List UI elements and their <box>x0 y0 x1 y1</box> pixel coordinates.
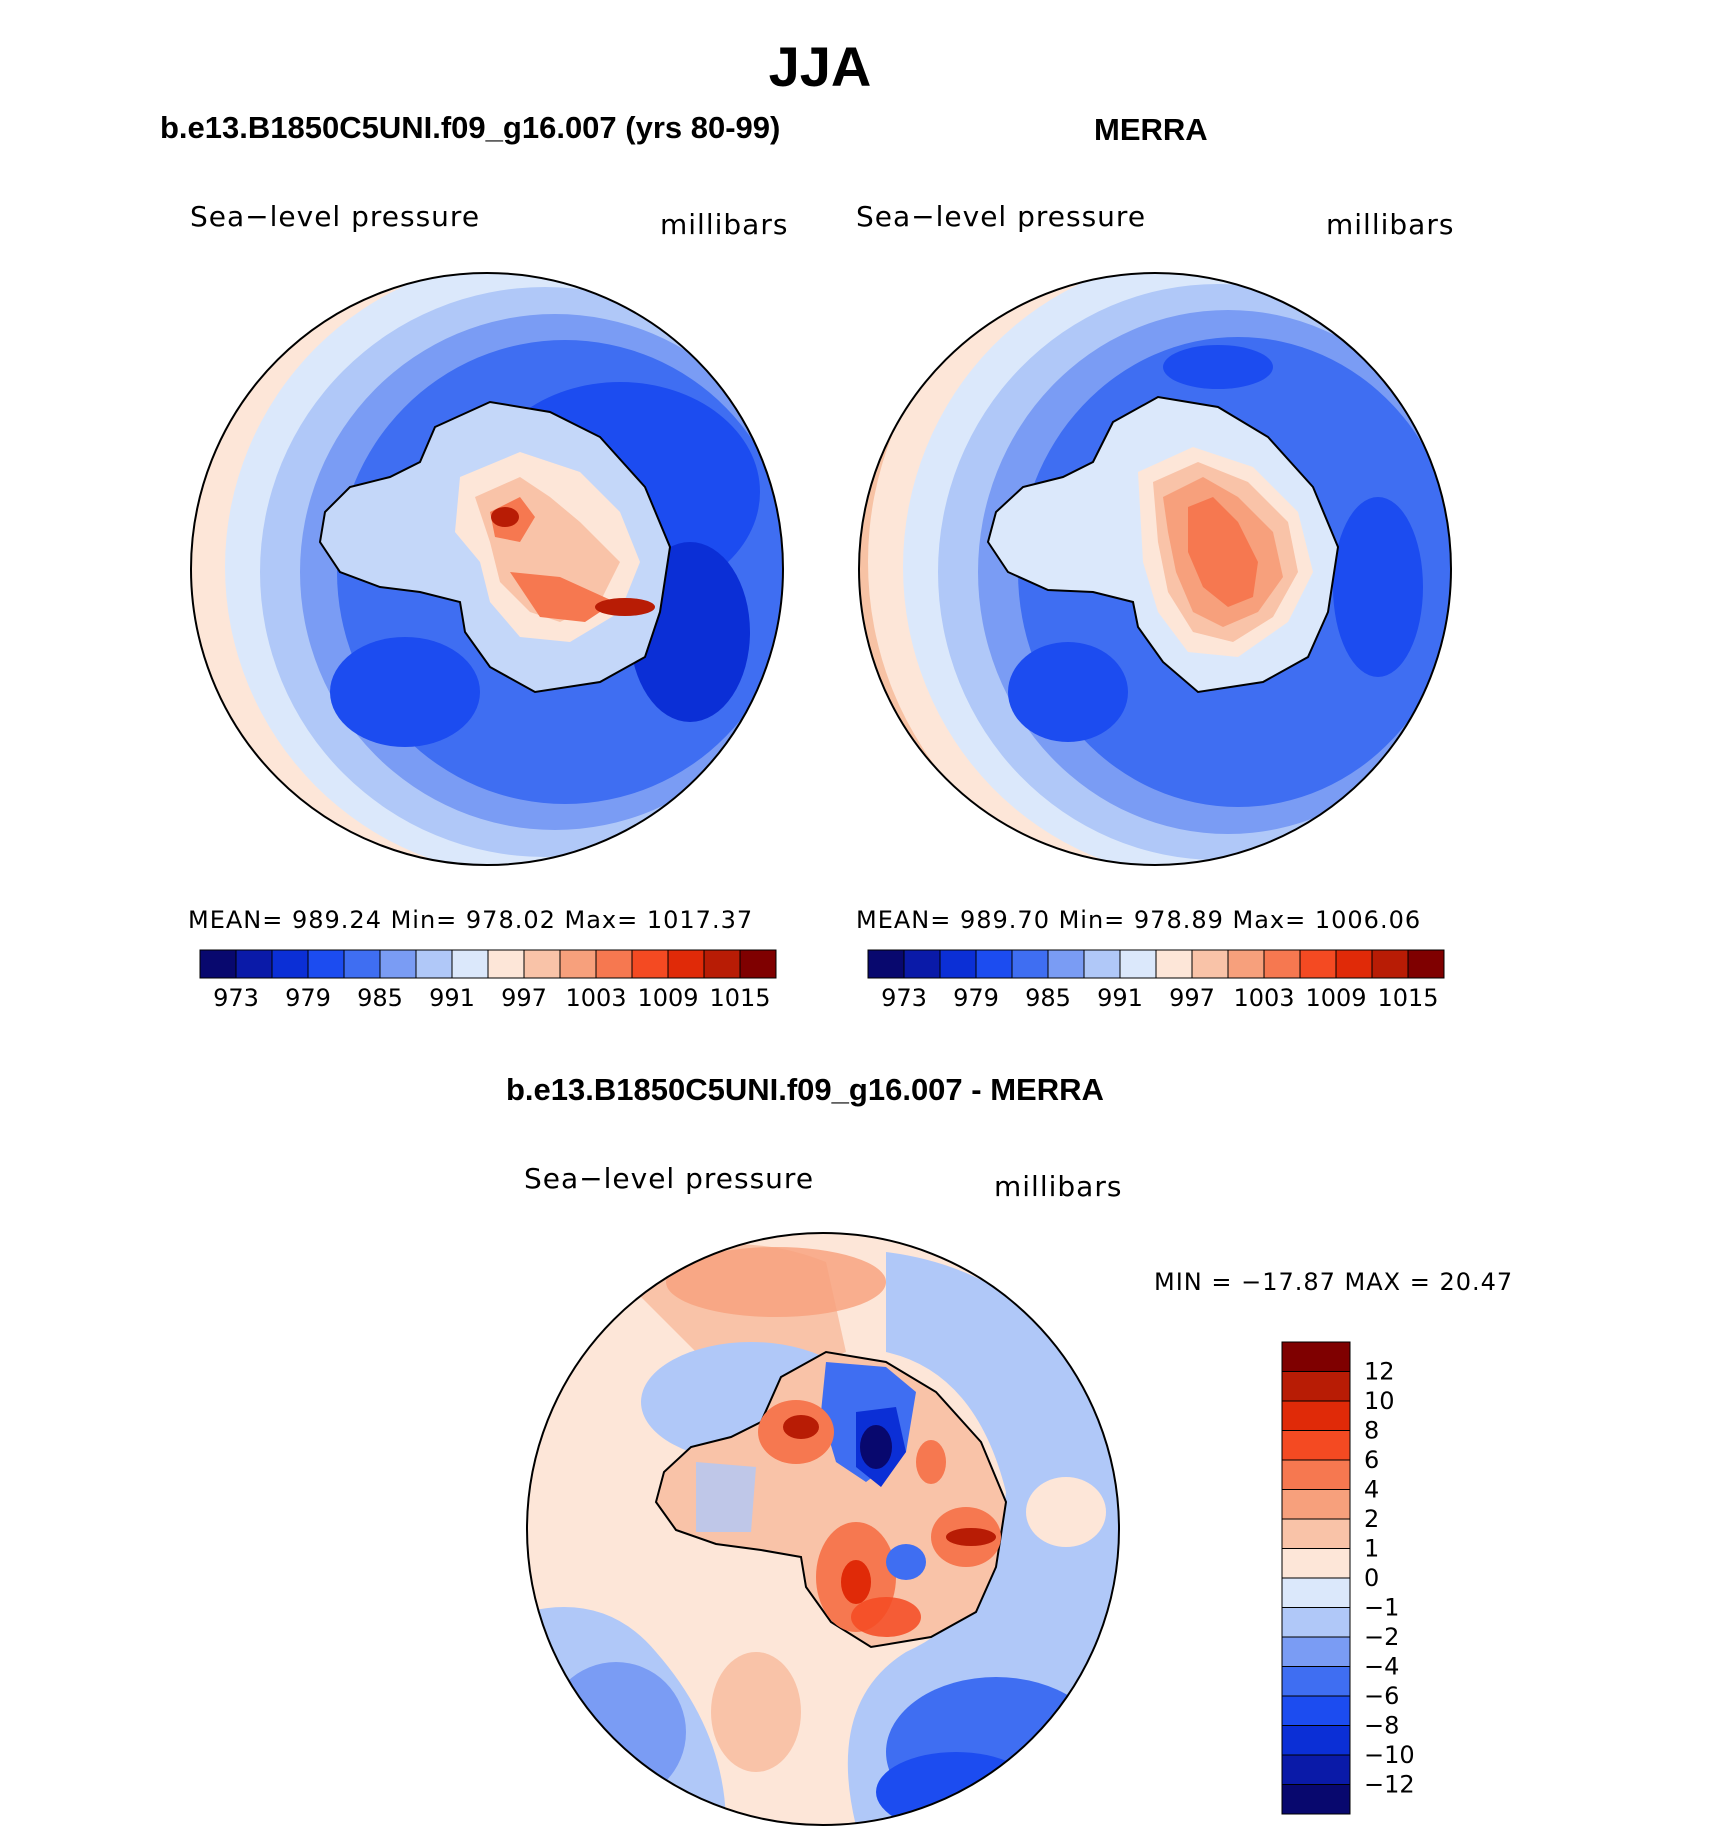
panel-2-colorbar-swatch <box>1407 949 1445 979</box>
panel-1-colorbar-swatch <box>667 949 705 979</box>
panel-3-colorbar-tick-label: −10 <box>1364 1741 1415 1769</box>
panel-1-colorbar-swatch <box>631 949 669 979</box>
panel-3-colorbar-tick-label: 4 <box>1364 1476 1379 1504</box>
panel-2-colorbar: 973 979 985 991 997 1003 1009 1015 <box>867 949 1445 1012</box>
panel-3-colorbar-swatch <box>1281 1636 1351 1667</box>
panel-2-units-label: millibars <box>1326 208 1455 241</box>
panel-3-colorbar-swatch <box>1281 1430 1351 1461</box>
panel-1-colorbar-swatch <box>739 949 777 979</box>
panel-2-colorbar-swatch <box>1371 949 1409 979</box>
panel-2-stats: MEAN= 989.70 Min= 978.89 Max= 1006.06 <box>856 906 1422 934</box>
panel-1-colorbar-swatch <box>559 949 597 979</box>
panel-2-colorbar-tick-label: 997 <box>1169 984 1215 1012</box>
panel-2-colorbar-swatch <box>939 949 977 979</box>
panel-1-colorbar-tick-label: 979 <box>285 984 331 1012</box>
panel-3-colorbar-swatch <box>1281 1341 1351 1372</box>
panel-2-colorbar-swatch <box>1119 949 1157 979</box>
panel-1-colorbar-tick-label: 1009 <box>637 984 698 1012</box>
panel-1-title: b.e13.B1850C5UNI.f09_g16.007 (yrs 80-99) <box>160 110 781 145</box>
panel-3-colorbar-swatch <box>1281 1607 1351 1638</box>
panel-2-colorbar-swatch <box>1335 949 1373 979</box>
panel-3-colorbar-swatch <box>1281 1754 1351 1785</box>
panel-3-colorbar-tick-label: −1 <box>1364 1594 1399 1622</box>
panel-1-colorbar-tick-label: 997 <box>501 984 547 1012</box>
panel-1-stats: MEAN= 989.24 Min= 978.02 Max= 1017.37 <box>188 906 754 934</box>
panel-1-units-label: millibars <box>660 208 789 241</box>
panel-2-colorbar-tick-label: 979 <box>953 984 999 1012</box>
panel-1-colorbar-swatch <box>271 949 309 979</box>
panel-2-map <box>858 272 1452 866</box>
panel-2-colorbar-swatch <box>1011 949 1049 979</box>
panel-1-colorbar-swatch <box>523 949 561 979</box>
panel-3-colorbar-tick-label: 12 <box>1364 1358 1395 1386</box>
panel-1-map <box>190 272 784 866</box>
panel-1-colorbar-swatch <box>343 949 381 979</box>
panel-1-colorbar-swatch <box>379 949 417 979</box>
panel-2-colorbar-swatch <box>867 949 905 979</box>
panel-3-colorbar-swatch <box>1281 1371 1351 1402</box>
panel-3-colorbar-tick-label: 6 <box>1364 1446 1379 1474</box>
panel-1-colorbar-swatch <box>199 949 237 979</box>
panel-2-colorbar-swatch <box>903 949 941 979</box>
panel-3-colorbar-tick-label: 8 <box>1364 1417 1379 1445</box>
panel-1-colorbar-swatch <box>451 949 489 979</box>
panel-2-colorbar-swatch <box>1263 949 1301 979</box>
panel-2-colorbar-swatch <box>1191 949 1229 979</box>
panel-3-colorbar-swatch <box>1281 1577 1351 1608</box>
panel-3-colorbar-swatch <box>1281 1725 1351 1756</box>
panel-2-colorbar-tick-label: 1003 <box>1233 984 1294 1012</box>
panel-3-colorbar-swatch <box>1281 1518 1351 1549</box>
panel-1-colorbar-tick-label: 973 <box>213 984 259 1012</box>
panel-1-colorbar-tick-label: 1015 <box>709 984 770 1012</box>
panel-2-colorbar-tick-label: 985 <box>1025 984 1071 1012</box>
panel-2-variable-label: Sea−level pressure <box>856 200 1147 233</box>
panel-3-colorbar-tick-label: −8 <box>1364 1712 1399 1740</box>
panel-2-colorbar-tick-label: 973 <box>881 984 927 1012</box>
panel-3-colorbar-tick-label: 1 <box>1364 1535 1379 1563</box>
panel-3-colorbar-tick-label: −4 <box>1364 1653 1399 1681</box>
panel-1-variable-label: Sea−level pressure <box>190 200 481 233</box>
panel-1-colorbar-tick-label: 1003 <box>565 984 626 1012</box>
panel-2-colorbar-swatch <box>975 949 1013 979</box>
panel-1-colorbar-tick-label: 985 <box>357 984 403 1012</box>
panel-3-title: b.e13.B1850C5UNI.f09_g16.007 - MERRA <box>506 1072 1104 1107</box>
panel-3-colorbar-swatch <box>1281 1459 1351 1490</box>
panel-2-colorbar-swatch <box>1083 949 1121 979</box>
panel-2-colorbar-tick-label: 1009 <box>1305 984 1366 1012</box>
panel-2-colorbar-swatch <box>1299 949 1337 979</box>
panel-3-variable-label: Sea−level pressure <box>524 1162 815 1195</box>
panel-3-colorbar-tick-label: 10 <box>1364 1387 1395 1415</box>
panel-1-colorbar: 973 979 985 991 997 1003 1009 1015 <box>199 949 777 1012</box>
panel-3-colorbar-swatch <box>1281 1548 1351 1579</box>
figure-title: JJA <box>768 35 872 98</box>
panel-2-colorbar-swatch <box>1155 949 1193 979</box>
panel-1-colorbar-swatch <box>415 949 453 979</box>
panel-2-colorbar-swatch <box>1227 949 1265 979</box>
panel-3-units-label: millibars <box>994 1170 1123 1203</box>
panel-2-colorbar-swatch <box>1047 949 1085 979</box>
panel-3-colorbar-swatch <box>1281 1784 1351 1815</box>
panel-1-colorbar-tick-label: 991 <box>429 984 475 1012</box>
panel-2-colorbar-tick-label: 1015 <box>1377 984 1438 1012</box>
panel-3-colorbar-swatch <box>1281 1695 1351 1726</box>
panel-3-colorbar-swatch <box>1281 1400 1351 1431</box>
panel-1-colorbar-swatch <box>595 949 633 979</box>
panel-3-map <box>526 1232 1120 1826</box>
panel-3-colorbar-swatch <box>1281 1489 1351 1520</box>
panel-3-colorbar-tick-label: −2 <box>1364 1623 1399 1651</box>
panel-2-title: MERRA <box>1094 112 1208 147</box>
panel-3-colorbar-tick-label: 2 <box>1364 1505 1379 1533</box>
panel-1-colorbar-swatch <box>487 949 525 979</box>
panel-3-stats: MIN = −17.87 MAX = 20.47 <box>1154 1268 1514 1296</box>
panel-1-colorbar-swatch <box>703 949 741 979</box>
panel-3-colorbar-tick-label: 0 <box>1364 1564 1379 1592</box>
panel-3-colorbar-swatch <box>1281 1666 1351 1697</box>
panel-3-colorbar-tick-label: −12 <box>1364 1771 1415 1799</box>
panel-1-colorbar-swatch <box>307 949 345 979</box>
panel-2-colorbar-tick-label: 991 <box>1097 984 1143 1012</box>
panel-3-colorbar-tick-label: −6 <box>1364 1682 1399 1710</box>
panel-1-colorbar-swatch <box>235 949 273 979</box>
